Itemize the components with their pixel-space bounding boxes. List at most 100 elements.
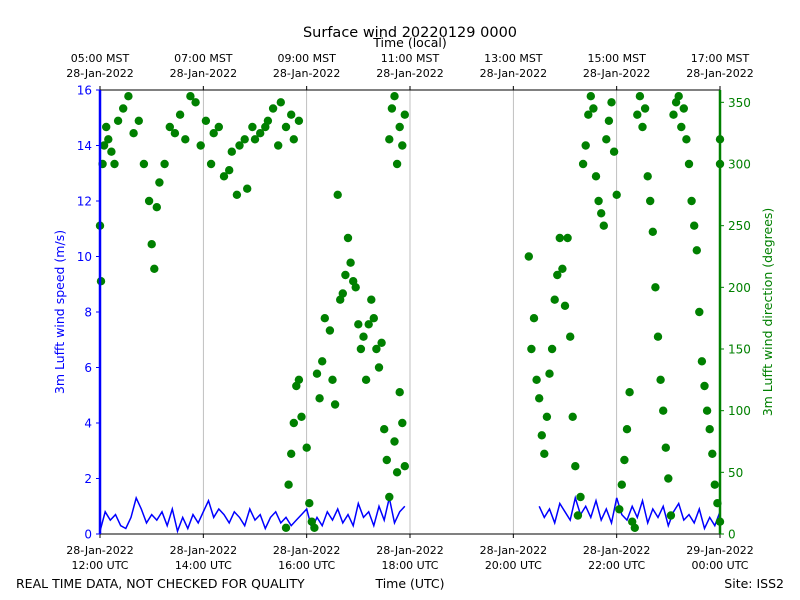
- y-tick-label-right: 300: [728, 158, 751, 172]
- top-tick-label-date: 28-Jan-2022: [686, 67, 754, 80]
- x-tick-label-time: 18:00 UTC: [381, 559, 438, 572]
- wind-direction-point: [609, 147, 619, 156]
- y-tick-label-right: 0: [728, 528, 736, 542]
- wind-direction-point: [165, 122, 174, 132]
- wind-direction-point: [648, 227, 657, 236]
- wind-direction-point: [573, 511, 583, 520]
- y-tick-label-right: 200: [728, 281, 751, 295]
- y-tick-label-left: 14: [77, 139, 92, 153]
- wind-direction-point: [392, 159, 402, 169]
- top-tick-label-date: 28-Jan-2022: [170, 67, 238, 80]
- wind-direction-point: [315, 394, 324, 403]
- x-tick-label-date: 28-Jan-2022: [170, 544, 238, 557]
- wind-direction-point: [338, 289, 347, 298]
- wind-direction-point: [144, 196, 154, 206]
- wind-direction-point: [620, 455, 629, 465]
- wind-direction-point: [356, 344, 366, 354]
- wind-direction-point: [175, 110, 185, 119]
- wind-direction-point: [382, 455, 391, 465]
- wind-direction-point: [535, 394, 544, 403]
- top-tick-label-date: 28-Jan-2022: [273, 67, 341, 80]
- wind-direction-point: [155, 178, 164, 187]
- wind-direction-series: [95, 92, 725, 532]
- wind-direction-point: [129, 129, 138, 138]
- y-tick-label-left: 2: [84, 472, 92, 486]
- x-tick-label-date: 28-Jan-2022: [66, 544, 134, 557]
- wind-direction-point: [553, 270, 562, 280]
- wind-direction-point: [677, 122, 686, 132]
- wind-direction-point: [661, 443, 670, 452]
- wind-direction-point: [597, 209, 606, 218]
- wind-direction-point: [201, 116, 211, 126]
- wind-direction-point: [656, 375, 665, 384]
- wind-direction-point: [124, 92, 133, 101]
- wind-direction-point: [274, 141, 283, 150]
- x-tick-label-time: 20:00 UTC: [485, 559, 542, 572]
- wind-direction-point: [119, 104, 128, 113]
- wind-direction-point: [214, 122, 223, 132]
- wind-direction-point: [281, 122, 291, 132]
- top-tick-label-time: 17:00 MST: [691, 52, 750, 65]
- wind-direction-point: [586, 92, 595, 101]
- x-tick-label-time: 14:00 UTC: [175, 559, 232, 572]
- wind-direction-point: [240, 135, 249, 144]
- wind-direction-point: [170, 129, 180, 138]
- wind-direction-point: [196, 141, 205, 150]
- wind-direction-point: [225, 166, 234, 175]
- wind-direction-point: [591, 172, 601, 181]
- wind-direction-point: [571, 462, 580, 471]
- wind-direction-point: [622, 425, 632, 434]
- wind-direction-point: [400, 462, 409, 471]
- x-tick-label-date: 28-Jan-2022: [376, 544, 444, 557]
- wind-direction-point: [697, 357, 707, 366]
- wind-direction-point: [102, 122, 111, 132]
- wind-direction-point: [113, 116, 123, 126]
- wind-direction-point: [615, 505, 624, 514]
- wind-direction-point: [674, 92, 683, 101]
- top-tick-label-date: 28-Jan-2022: [583, 67, 651, 80]
- wind-direction-point: [550, 295, 559, 304]
- x-tick-label-date: 28-Jan-2022: [273, 544, 341, 557]
- wind-direction-point: [134, 116, 143, 126]
- top-tick-label-time: 05:00 MST: [71, 52, 130, 65]
- wind-direction-point: [555, 233, 564, 243]
- wind-direction-point: [700, 381, 709, 391]
- chart-title: Surface wind 20220129 0000: [303, 25, 517, 41]
- wind-direction-point: [374, 363, 384, 372]
- wind-direction-point: [287, 449, 296, 458]
- wind-direction-point: [687, 196, 696, 206]
- wind-direction-point: [361, 375, 371, 384]
- wind-direction-point: [695, 307, 704, 317]
- wind-direction-point: [392, 468, 402, 477]
- y-tick-label-left: 8: [84, 306, 92, 320]
- y-tick-label-right: 100: [728, 404, 751, 418]
- wind-direction-point: [524, 252, 533, 261]
- y-tick-label-left: 10: [77, 250, 92, 264]
- y-tick-label-right: 50: [728, 466, 743, 480]
- wind-direction-point: [227, 147, 236, 156]
- wind-direction-point: [537, 431, 546, 440]
- wind-direction-point: [289, 418, 298, 428]
- wind-direction-point: [692, 246, 701, 255]
- wind-direction-point: [343, 233, 353, 243]
- x-tick-label-date: 29-Jan-2022: [686, 544, 754, 557]
- y-tick-label-left: 4: [84, 417, 92, 431]
- y-tick-label-right: 150: [728, 343, 751, 357]
- wind-direction-point: [341, 270, 350, 280]
- wind-direction-point: [558, 264, 567, 273]
- wind-direction-point: [612, 190, 621, 199]
- wind-direction-point: [589, 104, 598, 113]
- wind-direction-point: [529, 314, 539, 323]
- wind-direction-point: [638, 122, 647, 132]
- y-tick-label-left: 12: [77, 195, 92, 209]
- wind-direction-point: [547, 344, 557, 354]
- wind-direction-point: [708, 449, 717, 458]
- top-tick-label-date: 28-Jan-2022: [66, 67, 134, 80]
- wind-direction-point: [209, 129, 218, 138]
- wind-direction-point: [540, 449, 549, 458]
- wind-direction-point: [630, 523, 639, 532]
- wind-direction-point: [372, 344, 381, 354]
- wind-direction-point: [563, 233, 572, 243]
- wind-direction-point: [302, 443, 311, 452]
- wind-direction-point: [400, 110, 409, 119]
